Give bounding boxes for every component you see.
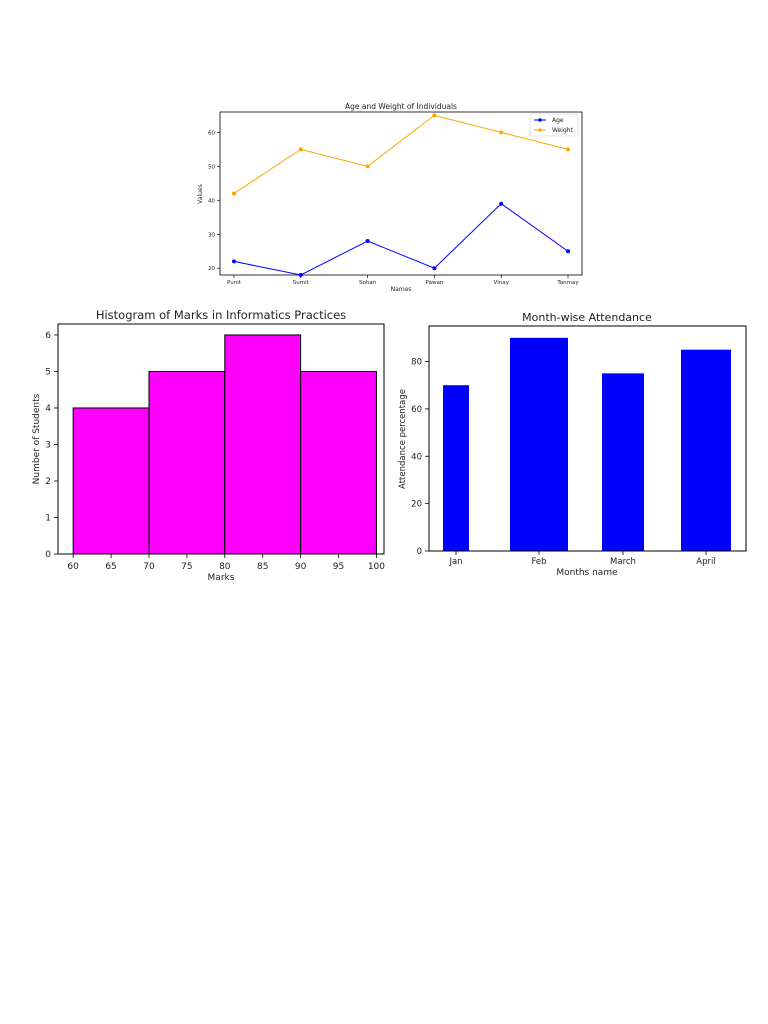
chart1-xtick-label: Pawan bbox=[426, 280, 444, 286]
chart1-ytick-label: 40 bbox=[208, 198, 215, 204]
chart3-ytick-label: 20 bbox=[411, 500, 422, 510]
chart2-bar bbox=[72, 407, 150, 555]
chart1-xtick-label: Sumit bbox=[293, 280, 310, 286]
chart3-ytick-label: 0 bbox=[417, 547, 422, 557]
chart1-point-age bbox=[566, 249, 570, 254]
chart2-xtick-label: 80 bbox=[219, 562, 231, 572]
chart2-xtick-label: 95 bbox=[333, 562, 344, 572]
chart1-ylabel: Values bbox=[197, 184, 204, 204]
chart2-xlabel: Marks bbox=[208, 573, 235, 583]
chart2-ytick-label: 0 bbox=[45, 550, 51, 560]
chart3-bar bbox=[602, 373, 644, 551]
chart2-xtick-label: 65 bbox=[105, 562, 116, 572]
chart3-title: Month-wise Attendance bbox=[522, 311, 652, 324]
chart3-bar bbox=[681, 349, 731, 551]
chart2-bar bbox=[300, 370, 377, 555]
chart1-point-weight bbox=[298, 147, 303, 152]
chart1-point-age bbox=[298, 273, 303, 277]
chart1-xtick-label: Vinay bbox=[494, 280, 510, 286]
chart3-xtick-label: Jan bbox=[448, 557, 462, 567]
chart2-xtick-label: 60 bbox=[67, 562, 79, 572]
chart2-xtick-label: 75 bbox=[181, 562, 192, 572]
chart1-legend-age: Age bbox=[552, 117, 564, 124]
chart2-ylabel: Number of Students bbox=[32, 393, 42, 484]
chart1-point-age bbox=[365, 239, 370, 244]
chart2-title: Histogram of Marks in Informatics Practi… bbox=[96, 308, 346, 322]
chart3-xlabel: Months name bbox=[556, 568, 618, 578]
chart2-xtick-label: 85 bbox=[257, 562, 268, 572]
chart1-point-weight bbox=[232, 191, 236, 196]
chart1-point-weight bbox=[499, 130, 504, 135]
chart2-ytick-label: 1 bbox=[45, 513, 51, 523]
chart1-ytick-label: 60 bbox=[208, 130, 215, 136]
chart1-xtick-label: Sohan bbox=[359, 280, 377, 286]
chart1-xtick-label: Tanmay bbox=[556, 280, 579, 286]
chart1-point-weight bbox=[432, 113, 437, 118]
chart2-ytick-label: 3 bbox=[45, 440, 51, 450]
chart1-legend: Age Weight bbox=[529, 113, 579, 137]
chart2-ytick-label: 4 bbox=[45, 404, 51, 414]
chart3-bar bbox=[443, 385, 469, 551]
chart1-ytick-label: 20 bbox=[208, 266, 215, 272]
chart1-title: Age and Weight of Individuals bbox=[345, 102, 457, 111]
chart1-ytick-label: 30 bbox=[208, 232, 215, 238]
chart3-xtick-label: April bbox=[696, 557, 715, 567]
chart3-ylabel: Attendance percentage bbox=[398, 389, 408, 489]
marks-histogram: Histogram of Marks in Informatics Practi… bbox=[32, 308, 385, 583]
chart3-ytick-label: 80 bbox=[411, 358, 422, 368]
chart1-ytick-label: 50 bbox=[208, 164, 215, 170]
chart2-bar bbox=[224, 334, 302, 555]
chart3-ytick-label: 40 bbox=[411, 452, 422, 462]
chart2-ytick-label: 6 bbox=[45, 331, 51, 341]
attendance-bar-chart: Month-wise Attendance 0 20 40 60 80 Jan Feb Ma… bbox=[398, 311, 747, 578]
age-weight-line-chart: Age and Weight of Individuals 20 30 40 50 60… bbox=[197, 102, 583, 293]
chart2-ytick-label: 2 bbox=[45, 477, 51, 487]
chart3-plot-area bbox=[428, 325, 747, 552]
chart2-xtick-label: 100 bbox=[368, 562, 385, 572]
chart1-plot-area bbox=[219, 111, 583, 276]
chart3-xtick-label: March bbox=[610, 557, 636, 567]
chart3-bar bbox=[510, 337, 568, 551]
chart1-point-age bbox=[232, 259, 236, 264]
chart1-legend-weight: Weight bbox=[552, 127, 574, 134]
chart1-series-line-weight bbox=[233, 114, 569, 194]
chart2-xtick-label: 90 bbox=[295, 562, 307, 572]
chart3-xtick-label: Feb bbox=[531, 557, 546, 567]
chart2-ytick-label: 5 bbox=[45, 367, 51, 377]
chart2-bar bbox=[148, 370, 226, 555]
chart1-point-age bbox=[499, 201, 504, 206]
chart3-ytick-label: 60 bbox=[411, 405, 422, 415]
chart1-point-weight bbox=[365, 164, 370, 169]
chart1-point-age bbox=[432, 266, 437, 271]
chart2-xtick-label: 70 bbox=[143, 562, 155, 572]
chart1-xtick-label: Punit bbox=[227, 280, 242, 286]
chart1-xlabel: Names bbox=[391, 286, 412, 293]
chart1-series-line-age bbox=[233, 203, 569, 276]
chart1-point-weight bbox=[566, 147, 570, 152]
chart2-plot-area bbox=[57, 323, 385, 555]
